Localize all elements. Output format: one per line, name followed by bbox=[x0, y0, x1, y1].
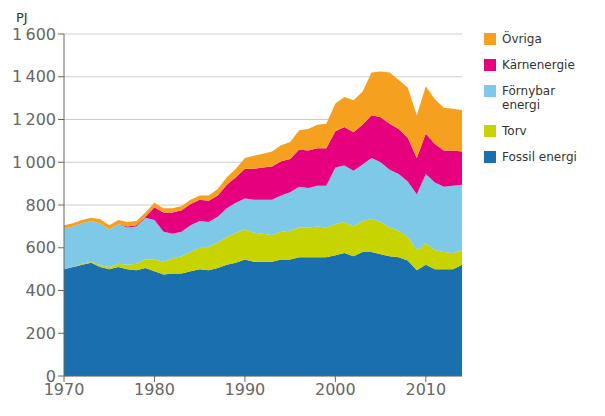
html-text:Förnybar energi: Förnybar energi bbox=[502, 84, 556, 112]
svg-text:1 200: 1 200 bbox=[12, 110, 56, 129]
svg-text:1990: 1990 bbox=[225, 380, 266, 399]
html-text:PJ: PJ bbox=[16, 10, 28, 25]
html-text:Kärnenergie: Kärnenergie bbox=[502, 58, 575, 72]
svg-text:1970: 1970 bbox=[43, 380, 85, 400]
svg-text:600: 600 bbox=[25, 238, 56, 257]
svg-text:0: 0 bbox=[46, 367, 56, 386]
svg-text:1 400: 1 400 bbox=[12, 67, 56, 86]
svg-text:200: 200 bbox=[25, 324, 56, 343]
svg-text:800: 800 bbox=[25, 196, 56, 215]
svg-text:1 000: 1 000 bbox=[12, 153, 56, 172]
svg-text:2000: 2000 bbox=[315, 380, 356, 399]
svg-text:1980: 1980 bbox=[134, 380, 175, 399]
svg-text:2010: 2010 bbox=[405, 380, 446, 399]
svg-text:400: 400 bbox=[25, 281, 56, 300]
html-text:Fossil energi: Fossil energi bbox=[502, 150, 577, 164]
html-text:Övriga: Övriga bbox=[502, 32, 542, 46]
html-text:Torv: Torv bbox=[502, 124, 527, 138]
svg-text:1 600: 1 600 bbox=[12, 25, 56, 44]
